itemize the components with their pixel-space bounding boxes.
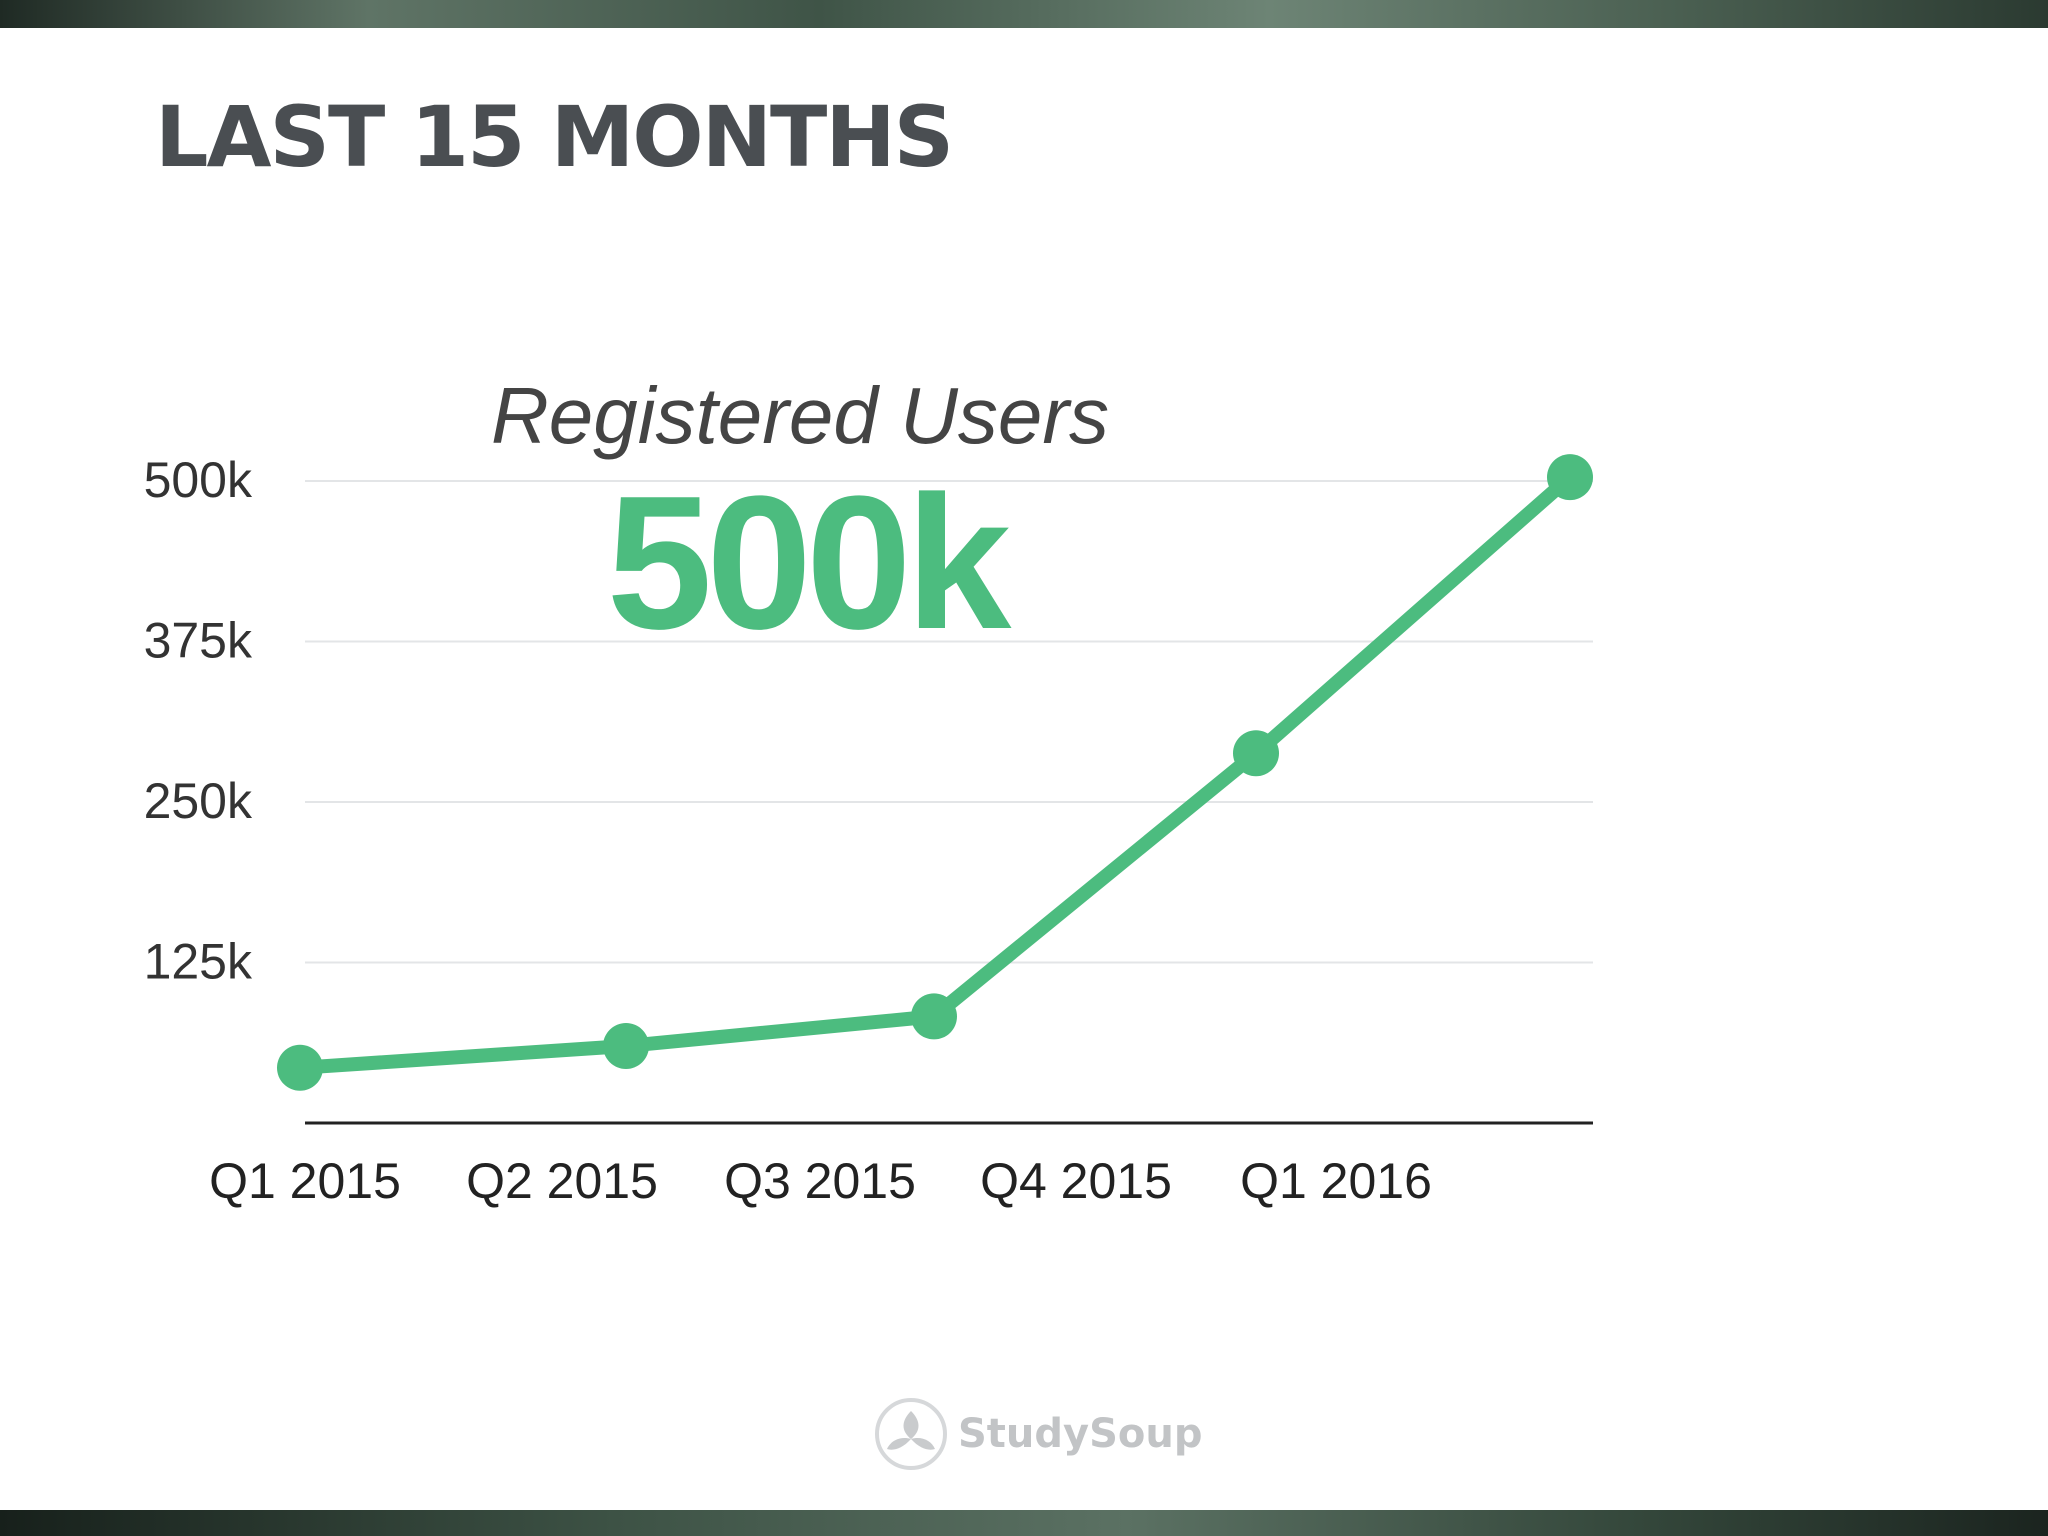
data-point xyxy=(1233,730,1279,777)
y-tick-label: 375k xyxy=(144,613,253,669)
data-point xyxy=(911,993,957,1040)
bottom-decorative-band xyxy=(0,1510,2048,1536)
top-decorative-band xyxy=(0,0,2048,28)
studysoup-logo-icon xyxy=(875,1398,947,1470)
x-tick-label: Q3 2015 xyxy=(724,1153,916,1209)
chart-title: Registered Users xyxy=(491,371,1109,460)
page-title: LAST 15 MONTHS xyxy=(155,88,954,186)
data-point xyxy=(277,1044,323,1091)
x-tick-label: Q1 2015 xyxy=(209,1153,401,1209)
y-tick-label: 250k xyxy=(144,773,253,829)
x-tick-label: Q2 2015 xyxy=(466,1153,658,1209)
x-tick-label: Q1 2016 xyxy=(1240,1153,1432,1209)
studysoup-brand: StudySoup xyxy=(874,1396,1203,1472)
x-tick-label: Q4 2015 xyxy=(980,1153,1172,1209)
y-tick-label: 500k xyxy=(144,452,253,508)
headline-value: 500k xyxy=(607,457,1012,669)
data-point xyxy=(1547,454,1593,501)
y-tick-label: 125k xyxy=(144,934,253,990)
data-point xyxy=(603,1022,649,1069)
brand-name: StudySoup xyxy=(958,1411,1203,1457)
